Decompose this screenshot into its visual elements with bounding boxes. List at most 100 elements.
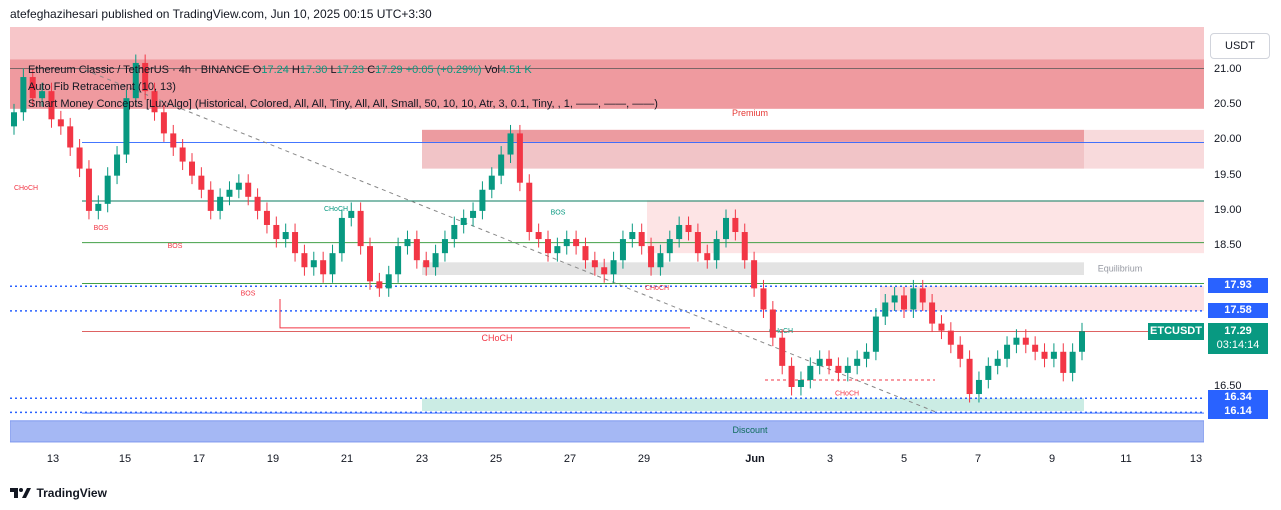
candle-body[interactable]	[338, 217, 345, 254]
candle-body[interactable]	[67, 126, 74, 148]
candle-body[interactable]	[1079, 331, 1085, 352]
candle-body[interactable]	[901, 295, 907, 310]
price-chart[interactable]: Premium Equilibrium Discount CHoCH BOS BOS BOS…	[10, 27, 1204, 447]
candle-body[interactable]	[85, 168, 92, 211]
candle-body[interactable]	[423, 260, 430, 268]
candle-body[interactable]	[404, 239, 411, 247]
candle-body[interactable]	[179, 147, 186, 162]
candle-body[interactable]	[629, 232, 636, 240]
candle-body[interactable]	[498, 154, 505, 176]
candle-body[interactable]	[1013, 337, 1020, 345]
candle-body[interactable]	[282, 232, 289, 240]
candle-body[interactable]	[1032, 344, 1039, 352]
candle-body[interactable]	[835, 365, 842, 373]
candle-body[interactable]	[432, 253, 439, 268]
candle-body[interactable]	[1041, 351, 1048, 359]
candle-body[interactable]	[507, 133, 514, 155]
candle-body[interactable]	[666, 239, 673, 254]
candle-body[interactable]	[966, 358, 973, 395]
candle-body[interactable]	[760, 288, 767, 310]
candle-body[interactable]	[273, 224, 280, 240]
candle-body[interactable]	[217, 196, 224, 211]
candle-body[interactable]	[132, 62, 139, 99]
candle-body[interactable]	[11, 112, 17, 127]
candle-body[interactable]	[20, 77, 27, 113]
candle-body[interactable]	[310, 260, 317, 268]
candle-body[interactable]	[207, 189, 214, 211]
candle-body[interactable]	[947, 330, 954, 345]
candle-body[interactable]	[526, 182, 533, 233]
candle-body[interactable]	[114, 154, 121, 176]
candle-body[interactable]	[395, 246, 402, 275]
candle-body[interactable]	[226, 189, 233, 197]
candle-body[interactable]	[807, 365, 814, 380]
candle-body[interactable]	[245, 182, 252, 197]
candle-body[interactable]	[367, 246, 373, 282]
candle-body[interactable]	[929, 302, 936, 324]
candle-body[interactable]	[582, 246, 589, 261]
candle-body[interactable]	[826, 358, 833, 366]
candle-body[interactable]	[151, 91, 158, 113]
candle-body[interactable]	[142, 62, 149, 92]
candle-body[interactable]	[357, 210, 364, 247]
candle-body[interactable]	[844, 365, 851, 373]
candle-body[interactable]	[488, 175, 495, 190]
candle-body[interactable]	[779, 337, 786, 366]
candle-body[interactable]	[57, 119, 64, 127]
candle-body[interactable]	[1060, 351, 1067, 373]
candle-body[interactable]	[39, 91, 46, 99]
candle-body[interactable]	[470, 210, 477, 218]
candle-body[interactable]	[891, 295, 898, 303]
candle-body[interactable]	[170, 133, 177, 148]
candle-body[interactable]	[348, 210, 355, 218]
candle-body[interactable]	[1004, 344, 1011, 359]
candle-body[interactable]	[545, 239, 551, 254]
candle-body[interactable]	[694, 232, 701, 254]
candle-body[interactable]	[1050, 351, 1057, 359]
candle-body[interactable]	[788, 365, 795, 387]
candle-body[interactable]	[1069, 351, 1076, 373]
candle-body[interactable]	[460, 217, 467, 225]
candle-body[interactable]	[516, 133, 523, 183]
candle-body[interactable]	[320, 260, 327, 275]
candle-body[interactable]	[638, 232, 645, 247]
candle-body[interactable]	[657, 253, 664, 268]
candle-body[interactable]	[76, 147, 83, 169]
currency-button[interactable]: USDT	[1210, 33, 1270, 59]
candle-body[interactable]	[676, 224, 683, 240]
candle-body[interactable]	[704, 253, 711, 261]
candle-body[interactable]	[329, 253, 336, 275]
candle-body[interactable]	[648, 246, 655, 268]
candle-body[interactable]	[292, 232, 299, 254]
candle-body[interactable]	[610, 260, 617, 275]
candle-body[interactable]	[95, 203, 102, 211]
candle-body[interactable]	[451, 224, 458, 240]
candle-body[interactable]	[797, 379, 804, 387]
candle-body[interactable]	[591, 260, 598, 268]
candle-body[interactable]	[854, 358, 861, 366]
candle-body[interactable]	[385, 274, 392, 289]
candle-body[interactable]	[723, 217, 729, 240]
candle-body[interactable]	[741, 232, 748, 261]
candle-body[interactable]	[957, 344, 964, 359]
candle-body[interactable]	[919, 288, 926, 303]
candle-body[interactable]	[29, 77, 36, 99]
candle-body[interactable]	[910, 288, 917, 310]
candle-body[interactable]	[301, 253, 308, 268]
candle-body[interactable]	[985, 365, 992, 380]
candle-body[interactable]	[441, 239, 448, 254]
time-axis[interactable]: 13 15 17 19 21 23 25 27 29 Jun 3 5 7 9 11 13	[10, 447, 1204, 475]
candle-body[interactable]	[872, 316, 879, 352]
candle-body[interactable]	[882, 302, 889, 317]
candle-body[interactable]	[535, 232, 542, 240]
candle-body[interactable]	[263, 210, 270, 225]
candle-body[interactable]	[123, 98, 130, 155]
candle-body[interactable]	[563, 239, 570, 247]
candle-body[interactable]	[685, 224, 692, 233]
candle-body[interactable]	[769, 309, 776, 338]
candle-body[interactable]	[413, 239, 420, 261]
candle-body[interactable]	[479, 189, 486, 211]
candle-body[interactable]	[713, 239, 720, 261]
candle-body[interactable]	[235, 182, 242, 190]
candle-body[interactable]	[751, 260, 758, 289]
